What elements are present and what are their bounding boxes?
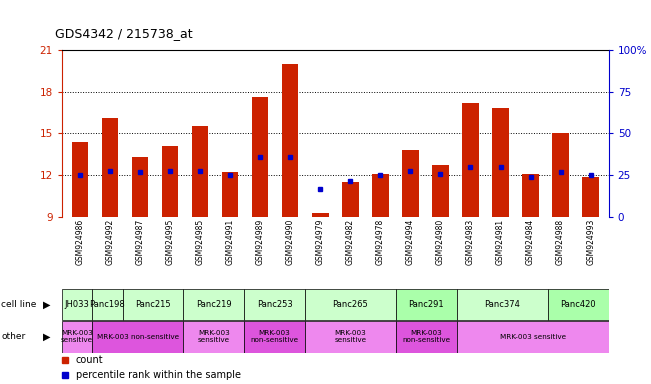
Bar	[62, 289, 92, 320]
Text: GSM924990: GSM924990	[286, 218, 295, 265]
Text: Panc253: Panc253	[256, 300, 292, 309]
Text: MRK-003
sensitive: MRK-003 sensitive	[198, 331, 230, 343]
Text: MRK-003
non-sensitive: MRK-003 non-sensitive	[402, 331, 450, 343]
Text: ▶: ▶	[43, 332, 51, 342]
Text: Panc374: Panc374	[484, 300, 520, 309]
Text: GSM924995: GSM924995	[165, 218, 174, 265]
Text: ▶: ▶	[43, 299, 51, 310]
Text: GSM924988: GSM924988	[556, 218, 565, 265]
Bar	[102, 118, 118, 217]
Bar	[184, 289, 244, 320]
Bar	[184, 321, 244, 353]
Text: GSM924984: GSM924984	[526, 218, 535, 265]
Bar	[244, 289, 305, 320]
Bar	[548, 289, 609, 320]
Text: Panc291: Panc291	[409, 300, 444, 309]
Text: JH033: JH033	[64, 300, 89, 309]
Bar	[282, 64, 298, 217]
Text: MRK-003
sensitive: MRK-003 sensitive	[335, 331, 367, 343]
Text: Panc198: Panc198	[90, 300, 125, 309]
Bar	[552, 134, 569, 217]
Bar	[462, 103, 478, 217]
Text: GSM924982: GSM924982	[346, 218, 355, 265]
Bar	[132, 157, 148, 217]
Bar	[161, 146, 178, 217]
Text: GSM924994: GSM924994	[406, 218, 415, 265]
Bar	[92, 321, 184, 353]
Text: GSM924979: GSM924979	[316, 218, 325, 265]
Text: percentile rank within the sample: percentile rank within the sample	[76, 370, 240, 380]
Bar	[522, 174, 539, 217]
Bar	[457, 289, 548, 320]
Text: GSM924986: GSM924986	[76, 218, 85, 265]
Text: count: count	[76, 355, 103, 365]
Bar	[396, 321, 457, 353]
Bar	[62, 321, 92, 353]
Text: GSM924980: GSM924980	[436, 218, 445, 265]
Text: Panc219: Panc219	[196, 300, 232, 309]
Text: other: other	[1, 333, 25, 341]
Text: Panc265: Panc265	[333, 300, 368, 309]
Bar	[402, 150, 419, 217]
Text: GSM924978: GSM924978	[376, 218, 385, 265]
Text: MRK-003 sensitive: MRK-003 sensitive	[500, 334, 566, 340]
Text: GSM924993: GSM924993	[586, 218, 595, 265]
Text: GSM924991: GSM924991	[226, 218, 234, 265]
Text: MRK-003
non-sensitive: MRK-003 non-sensitive	[251, 331, 299, 343]
Text: Panc215: Panc215	[135, 300, 171, 309]
Bar	[72, 142, 88, 217]
Bar	[122, 289, 184, 320]
Text: GDS4342 / 215738_at: GDS4342 / 215738_at	[55, 27, 193, 40]
Bar	[244, 321, 305, 353]
Text: GSM924992: GSM924992	[105, 218, 115, 265]
Bar	[396, 289, 457, 320]
Text: GSM924987: GSM924987	[135, 218, 145, 265]
Bar	[372, 174, 389, 217]
Text: GSM924985: GSM924985	[195, 218, 204, 265]
Text: MRK-003 non-sensitive: MRK-003 non-sensitive	[97, 334, 179, 340]
Text: GSM924989: GSM924989	[256, 218, 265, 265]
Bar	[457, 321, 609, 353]
Text: GSM924981: GSM924981	[496, 218, 505, 265]
Text: MRK-003
sensitive: MRK-003 sensitive	[61, 331, 93, 343]
Bar	[305, 289, 396, 320]
Bar	[583, 177, 599, 217]
Bar	[432, 166, 449, 217]
Bar	[312, 213, 329, 217]
Bar	[92, 289, 122, 320]
Bar	[305, 321, 396, 353]
Bar	[222, 172, 238, 217]
Text: cell line: cell line	[1, 300, 36, 309]
Text: Panc420: Panc420	[561, 300, 596, 309]
Bar	[342, 182, 359, 217]
Bar	[192, 126, 208, 217]
Text: GSM924983: GSM924983	[466, 218, 475, 265]
Bar	[252, 97, 268, 217]
Bar	[492, 108, 509, 217]
